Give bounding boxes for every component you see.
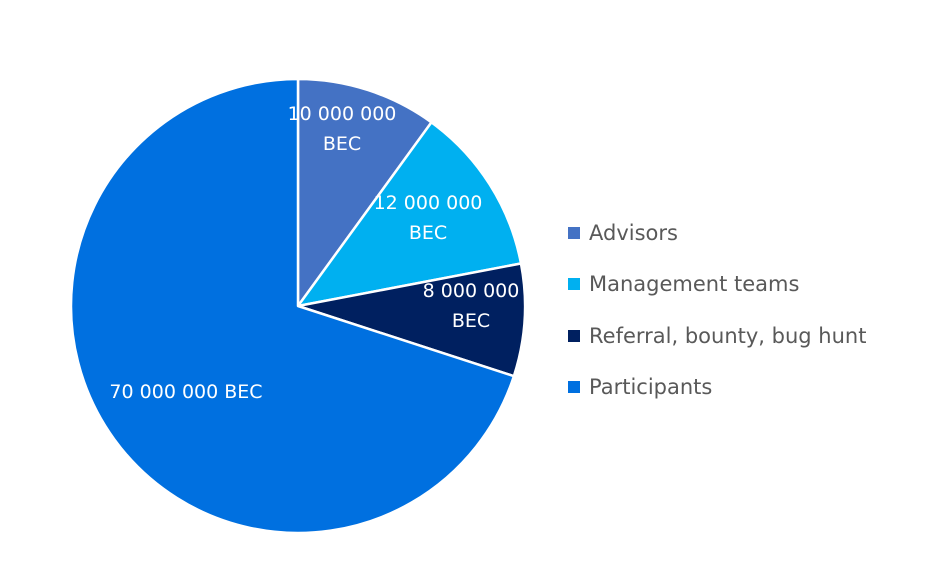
pie-data-labels: 10 000 000 BEC 12 000 000 BEC 8 000 000 BEC 70… <box>109 103 519 403</box>
pie-slice-advisors <box>296 77 433 308</box>
chart-legend: Advisors Management teams Referral, bounty… <box>568 207 866 413</box>
legend-label: Participants <box>589 375 713 400</box>
legend-swatch <box>568 381 580 394</box>
pie-slice-referral-bounty-bug-hunt <box>296 262 527 378</box>
legend-item: Referral, bounty, bug hunt <box>568 310 866 362</box>
slice-data-label: 70 000 000 BEC <box>109 381 262 403</box>
legend-item: Advisors <box>568 207 866 259</box>
legend-swatch <box>568 329 580 342</box>
pie-slice-management-teams <box>296 121 523 308</box>
legend-label: Referral, bounty, bug hunt <box>589 323 867 348</box>
legend-item: Management teams <box>568 259 866 311</box>
legend-item: Participants <box>568 362 866 414</box>
pie-slices <box>69 77 527 535</box>
legend-swatch <box>568 226 580 239</box>
legend-swatch <box>568 278 580 291</box>
slice-data-label: 8 000 000 BEC <box>423 280 520 332</box>
pie-slice-participants <box>69 77 516 535</box>
slice-data-label: 10 000 000 BEC <box>288 103 397 155</box>
legend-label: Management teams <box>589 272 800 297</box>
slice-data-label: 12 000 000 BEC <box>374 192 483 244</box>
legend-label: Advisors <box>589 220 678 245</box>
